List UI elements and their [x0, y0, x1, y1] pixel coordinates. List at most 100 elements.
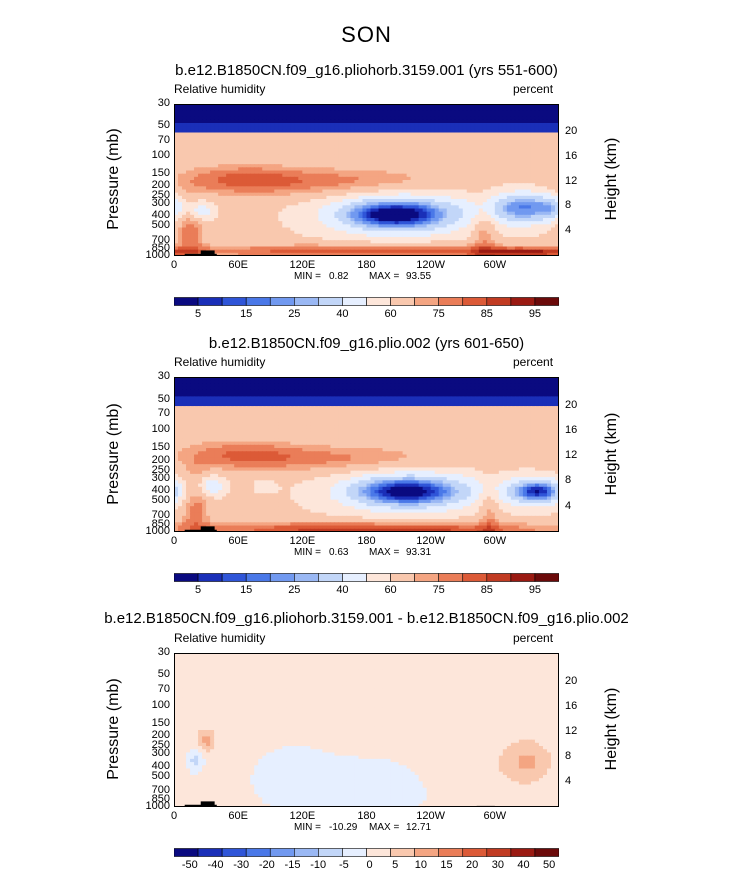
contour-cell: [510, 161, 516, 165]
contour-cell: [302, 199, 307, 203]
contour-cell: [550, 116, 556, 121]
contour-cell: [286, 173, 291, 178]
contour-cell: [554, 176, 559, 181]
contour-cell: [234, 164, 239, 168]
contour-cell: [206, 157, 211, 162]
contour-cell: [454, 164, 460, 168]
contour-cell: [514, 246, 520, 251]
contour-cell: [214, 151, 219, 156]
colorbar-swatch: [318, 297, 343, 306]
contour-cell: [390, 252, 396, 256]
contour-cell: [458, 208, 464, 213]
contour-cell: [274, 138, 279, 143]
contour-cell: [354, 107, 360, 111]
contour-cell: [418, 218, 424, 222]
contour-cell: [482, 157, 488, 162]
contour-cell: [450, 138, 456, 143]
contour-cell: [286, 157, 291, 162]
contour-cell: [234, 129, 239, 134]
contour-cell: [446, 176, 452, 181]
contour-cell: [330, 116, 336, 121]
contour-cell: [410, 142, 416, 146]
contour-cell: [290, 386, 295, 391]
contour-cell: [402, 199, 408, 203]
contour-cell: [394, 145, 400, 149]
contour-cell: [386, 205, 392, 210]
contour-cell: [238, 243, 243, 248]
contour-cell: [546, 230, 552, 235]
contour-cell: [194, 145, 199, 149]
contour-cell: [534, 176, 540, 181]
contour-cell: [194, 249, 199, 254]
contour-cell: [258, 199, 263, 203]
contour-cell: [310, 107, 315, 111]
contour-cell: [374, 104, 380, 108]
contour-cell: [310, 377, 315, 381]
contour-cell: [234, 173, 239, 178]
contour-cell: [418, 164, 424, 168]
contour-cell: [210, 237, 215, 241]
contour-cell: [234, 237, 239, 241]
contour-cell: [278, 227, 283, 232]
contour-cell: [318, 183, 323, 187]
contour-cell: [262, 176, 267, 181]
contour-cell: [518, 167, 524, 172]
contour-cell: [454, 243, 460, 248]
contour-cell: [282, 186, 287, 191]
contour-cell: [174, 211, 179, 216]
contour-cell: [550, 233, 556, 238]
contour-cell: [230, 189, 235, 194]
contour-cell: [366, 214, 372, 219]
contour-cell: [374, 233, 380, 238]
contour-cell: [330, 161, 336, 165]
contour-cell: [366, 205, 372, 210]
contour-cell: [182, 224, 187, 229]
contour-cell: [470, 123, 476, 127]
contour-cell: [394, 237, 400, 241]
contour-cell: [278, 383, 283, 388]
contour-cell: [386, 202, 392, 206]
contour-cell: [314, 380, 319, 385]
contour-cell: [418, 170, 424, 175]
contour-cell: [234, 243, 239, 248]
contour-cell: [294, 252, 299, 256]
contour-cell: [510, 154, 516, 159]
contour-cell: [494, 154, 500, 159]
contour-cell: [430, 167, 436, 172]
contour-cell: [330, 151, 336, 156]
contour-cell: [414, 123, 420, 127]
contour-cell: [326, 167, 332, 172]
contour-cell: [194, 116, 199, 121]
contour-cell: [434, 252, 440, 256]
contour-cell: [478, 145, 484, 149]
contour-cell: [214, 129, 219, 134]
contour-cell: [490, 189, 496, 194]
contour-cell: [370, 221, 376, 225]
contour-cell: [246, 230, 251, 235]
contour-cell: [182, 113, 187, 118]
contour-cell: [214, 173, 219, 178]
contour-cell: [286, 138, 291, 143]
contour-cell: [350, 138, 356, 143]
contour-cell: [290, 189, 295, 194]
contour-cell: [226, 243, 231, 248]
contour-cell: [522, 383, 528, 388]
contour-cell: [538, 110, 544, 115]
contour-cell: [266, 383, 271, 388]
contour-cell: [338, 199, 344, 203]
contour-cell: [290, 383, 295, 388]
contour-cell: [270, 151, 275, 156]
contour-cell: [174, 148, 179, 153]
contour-cell: [262, 119, 267, 124]
contour-cell: [330, 142, 336, 146]
contour-cell: [422, 173, 428, 178]
contour-cell: [330, 189, 336, 194]
contour-cell: [210, 221, 215, 225]
contour-cell: [542, 233, 548, 238]
contour-cell: [526, 218, 532, 222]
contour-cell: [498, 192, 504, 197]
contour-cell: [454, 135, 460, 140]
contour-cell: [554, 195, 559, 200]
contour-cell: [306, 224, 311, 229]
contour-cell: [202, 113, 207, 118]
